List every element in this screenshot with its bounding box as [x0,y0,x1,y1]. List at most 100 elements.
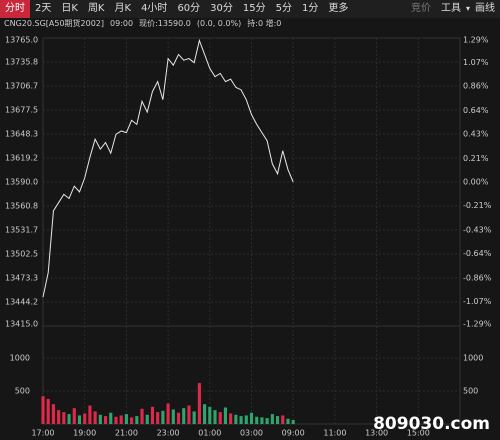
volume-bar [265,418,269,424]
toolbar-tab[interactable]: 画线 [475,3,495,14]
volume-bar [72,408,76,424]
info-line: CNG20.SG[A50期货2002] 09:00 现价:13590.0 (0.0, … [0,18,500,30]
y-tick-label: 13415.0 [5,320,38,329]
y2-tick-label: 0.86% [463,82,489,91]
y2-tick-label: 0.21% [463,154,489,163]
volume-bar [161,410,165,424]
x-tick-label: 03:00 [240,429,263,438]
volume-bar [192,411,196,424]
volume-bar [187,405,191,424]
y-tick-label: 500 [15,387,30,396]
volume-bar [88,405,92,424]
y-tick-label: 1000 [10,354,30,363]
volume-bar [275,416,280,424]
toolbar-tab[interactable]: 周K [87,3,105,14]
symbol: CNG20.SG[A50期货2002] [4,19,105,28]
y2-tick-label: -0.21% [463,201,492,210]
volume-bar [208,406,212,424]
price-line [42,38,294,298]
y2-tick-label: 500 [463,387,478,396]
toolbar-tab[interactable]: 30分 [210,3,233,14]
y-tick-label: 13502.5 [5,250,38,259]
volume-bar [109,412,113,424]
y2-tick-label: 1.29% [463,36,489,45]
y-tick-label: 13706.7 [5,81,38,90]
volume-bar [197,383,201,424]
x-tick-label: 23:00 [157,429,180,438]
volume-bar [166,403,170,424]
x-tick-label: 21:00 [115,429,138,438]
volume-bar [98,414,102,424]
volume-bar [291,420,295,424]
y2-tick-label: -0.64% [463,249,492,258]
volume-bar [281,415,285,424]
toolbar: 分时 2天 日K 周K 月K 4小时 60分 30分 15分 5分 1分 更多 竞价 工具 ▾ 画线 [0,0,500,18]
volume-bar [239,416,243,424]
x-tick-label: 11:00 [323,429,346,438]
toolbar-tab: 竞价 [410,3,431,14]
volume-bar [41,396,45,424]
volume-bar [124,414,128,424]
y-tick-label: 13444.2 [5,297,38,306]
volume-bar [46,398,50,424]
volume-bar [135,416,139,424]
toolbar-tab[interactable]: 4小时 [141,3,168,14]
volume-bar [260,417,264,424]
y2-tick-label: 0.64% [463,106,489,115]
y2-tick-label: 1000 [463,354,483,363]
volume-bar [223,407,228,424]
hold: 持:0 增:0 [247,19,282,28]
volume-bar [114,416,118,424]
toolbar-tab[interactable]: 月K [114,3,132,14]
volume-bar [156,412,160,424]
y2-tick-label: -0.86% [463,274,492,283]
volume-bar [255,416,259,424]
toolbar-tab[interactable]: 日K [61,3,78,14]
volume-bar [62,412,66,424]
y2-tick-label: 0.43% [463,130,489,139]
y-tick-label: 13619.2 [5,153,38,162]
toolbar-tab[interactable]: 5分 [275,3,293,14]
y2-tick-label: 0.00% [463,178,489,187]
volume-bar [130,417,134,424]
y-tick-label: 13590.0 [5,178,38,187]
volume-bar [140,408,144,424]
volume-bar [119,415,123,424]
volume-bar [203,404,207,424]
y-tick-label: 13473.3 [5,274,38,283]
y-tick-label: 13765.0 [5,36,38,45]
y-tick-label: 13677.5 [5,106,38,115]
x-tick-label: 15:00 [407,429,430,438]
watermark: 809030.com [373,414,490,434]
volume-bar [93,411,97,424]
volume-bar [182,408,186,424]
y-tick-label: 13735.8 [5,58,38,67]
toolbar-tab[interactable]: 工具 [440,3,461,14]
toolbar-tab[interactable]: 1分 [302,3,319,14]
y-tick-label: 13648.3 [5,130,38,139]
volume-bar [244,415,248,424]
toolbar-tab[interactable]: 分时 [0,0,30,18]
toolbar-tab[interactable]: 更多 [328,3,349,14]
toolbar-tab[interactable]: 15分 [242,3,266,14]
toolbar-tab[interactable]: 2天 [35,3,52,14]
y2-tick-label: -1.07% [463,297,492,306]
price: 现价:13590.0 [139,19,191,28]
volume-bar [150,406,155,424]
y2-tick-label: -1.29% [463,320,492,329]
volume-bar [171,409,175,424]
toolbar-tab[interactable]: 60分 [177,3,201,14]
volume-bar [229,413,233,424]
volume-bar [249,412,254,424]
volume-bar [103,416,108,424]
time: 09:00 [110,19,134,28]
volume-bar [286,418,290,424]
volume-bar [234,414,238,424]
volume-bar [145,414,149,424]
x-tick-label: 13:00 [365,429,388,438]
volume-bar [67,414,71,424]
change: (0.0, 0.0%) [196,19,242,28]
x-tick-label: 19:00 [73,429,96,438]
